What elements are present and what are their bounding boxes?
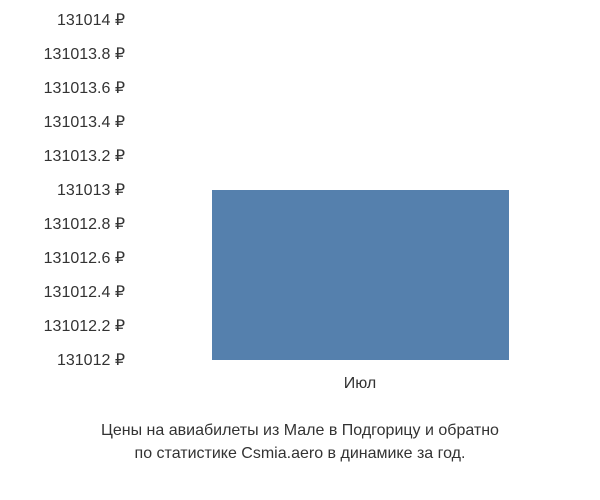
y-tick-label: 131013.4 ₽ [0, 112, 125, 132]
y-tick-label: 131013.6 ₽ [0, 78, 125, 98]
y-tick-label: 131013.8 ₽ [0, 44, 125, 64]
caption-line-2: по статистике Csmia.aero в динамике за г… [135, 445, 466, 462]
y-tick-label: 131013 ₽ [0, 180, 125, 200]
bar [212, 190, 509, 360]
plot-area [135, 20, 585, 360]
y-tick-label: 131012.6 ₽ [0, 248, 125, 268]
y-tick-label: 131012.8 ₽ [0, 214, 125, 234]
y-tick-label: 131013.2 ₽ [0, 146, 125, 166]
bar-chart: 131014 ₽ 131013.8 ₽ 131013.6 ₽ 131013.4 ₽ 13… [0, 0, 600, 500]
chart-caption: Цены на авиабилеты из Мале в Подгорицу и… [0, 420, 600, 465]
y-tick-label: 131012 ₽ [0, 350, 125, 370]
y-tick-label: 131012.4 ₽ [0, 282, 125, 302]
y-tick-label: 131014 ₽ [0, 10, 125, 30]
x-tick-label: Июл [344, 375, 376, 393]
y-tick-label: 131012.2 ₽ [0, 316, 125, 336]
caption-line-1: Цены на авиабилеты из Мале в Подгорицу и… [101, 422, 499, 439]
